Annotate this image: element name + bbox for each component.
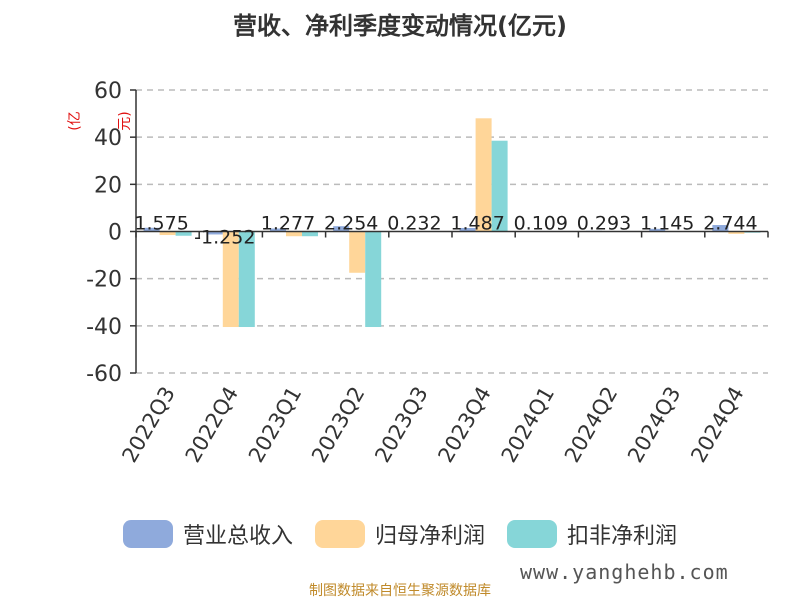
- legend-item-deducted-profit[interactable]: 扣非净利润: [507, 518, 677, 550]
- legend-label-deducted-profit: 扣非净利润: [567, 524, 678, 549]
- x-tick-label: 2022Q3: [117, 383, 179, 467]
- bar: [222, 231, 239, 328]
- bar: [143, 227, 160, 232]
- legend-item-revenue[interactable]: 营业总收入: [122, 518, 293, 550]
- data-label: 0.109: [514, 213, 568, 235]
- x-tick-label: 2023Q2: [307, 383, 369, 467]
- x-tick-label: 2024Q2: [560, 383, 622, 467]
- data-label: 1.145: [640, 213, 694, 235]
- legend-item-net-profit[interactable]: 归母净利润: [314, 518, 485, 550]
- source-note: 制图数据来自恒生聚源数据库: [309, 583, 491, 599]
- bar: [206, 231, 223, 235]
- data-label: -1.252: [194, 227, 255, 249]
- bar: [302, 231, 318, 237]
- x-tick-label: 2024Q4: [686, 383, 748, 467]
- bar: [475, 118, 492, 232]
- data-label: 0.293: [577, 213, 631, 235]
- data-label: 2.744: [703, 213, 757, 235]
- legend-label-revenue: 营业总收入: [182, 524, 293, 549]
- legend-swatch-net-profit: [314, 520, 365, 548]
- data-label: 1.487: [450, 213, 504, 235]
- bar: [491, 140, 508, 232]
- y-tick-label: -40: [86, 315, 122, 340]
- x-tick-label: 2022Q4: [181, 383, 243, 467]
- y-tick-label: 40: [94, 126, 122, 151]
- bar: [175, 231, 192, 236]
- data-label: 1.277: [261, 213, 315, 235]
- watermark: www.yanghehb.com: [520, 560, 729, 584]
- y-tick-label: 20: [94, 173, 122, 198]
- y-tick-label: -60: [86, 362, 122, 387]
- data-label: 2.254: [324, 213, 378, 235]
- legend-label-net-profit: 归母净利润: [374, 524, 485, 549]
- legend-swatch-revenue: [122, 520, 173, 548]
- chart-title: 营收、净利季度变动情况(亿元): [233, 12, 567, 40]
- bar: [712, 225, 729, 232]
- bar: [159, 231, 176, 236]
- x-tick-label: 2024Q1: [497, 383, 559, 467]
- y-tick-label: 0: [108, 221, 122, 246]
- x-tick-label: 2023Q1: [244, 383, 306, 467]
- bar: [238, 231, 255, 328]
- bar: [649, 228, 666, 232]
- legend-swatch-deducted-profit: [507, 520, 557, 548]
- bar: [333, 226, 350, 232]
- bar: [365, 231, 382, 328]
- y-tick-label: 60: [94, 79, 122, 104]
- x-tick-label: 2024Q3: [623, 383, 685, 467]
- bar: [459, 227, 476, 232]
- bar: [728, 231, 745, 234]
- bar: [270, 228, 286, 232]
- x-tick-label: 2023Q3: [370, 383, 432, 467]
- x-tick-label: 2023Q4: [433, 382, 495, 466]
- data-label: 1.575: [134, 213, 188, 235]
- bar: [286, 231, 302, 237]
- y-tick-label: -20: [86, 268, 122, 293]
- legend: 营业总收入 归母净利润 扣非净利润: [0, 518, 800, 550]
- bar: [349, 231, 366, 273]
- data-label: 0.232: [387, 213, 441, 235]
